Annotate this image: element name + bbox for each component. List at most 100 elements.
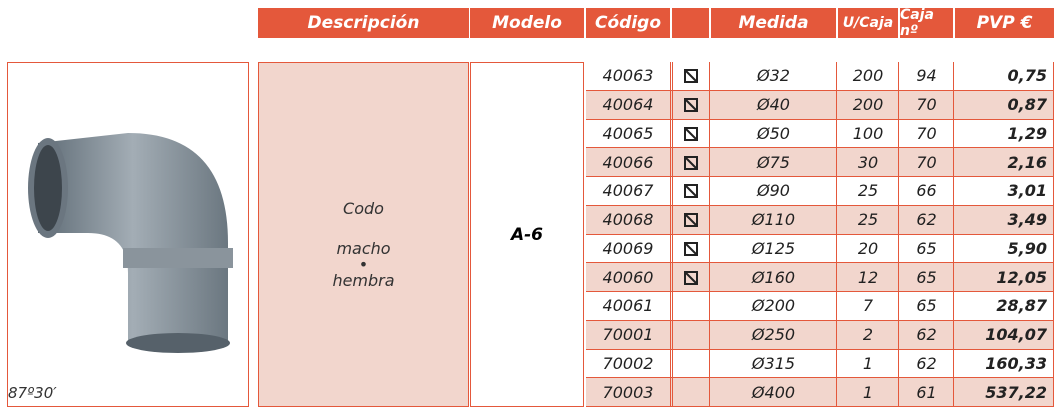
icon-cell (672, 378, 710, 407)
table-cell: 40060 (586, 263, 671, 292)
icon-cell (672, 205, 710, 235)
table-cell: 40068 (586, 205, 671, 235)
icon-cell (672, 148, 710, 177)
table-cell: 3,01 (955, 177, 1054, 206)
row-bg (586, 234, 1054, 264)
caption: 87º30′ (8, 384, 57, 402)
description-line: macho (336, 238, 391, 258)
table-cell: 40065 (586, 119, 671, 149)
description-line: • (358, 254, 369, 274)
header-cell: U/Caja (838, 8, 898, 38)
image-box: 87º30′ (7, 62, 249, 407)
icon (684, 270, 698, 285)
icon-cell (672, 349, 710, 379)
icon-cell (672, 320, 710, 350)
table-cell: 7 (838, 292, 899, 321)
table-cell: Ø200 (711, 292, 837, 321)
table-cell: 25 (838, 205, 899, 235)
table-cell: Ø32 (711, 62, 837, 91)
table-cell: 200 (838, 90, 899, 120)
header-cell: Código (586, 8, 670, 38)
header-cell: PVP € (955, 8, 1054, 38)
row-bg (586, 378, 1054, 407)
row-bg (586, 177, 1054, 206)
row-bg (586, 292, 1054, 321)
table-cell: 104,07 (955, 320, 1054, 350)
table-cell: 65 (900, 292, 954, 321)
table-cell: 0,75 (955, 62, 1054, 91)
table-cell: 200 (838, 62, 899, 91)
table-cell: 12 (838, 263, 899, 292)
table-cell: 70 (900, 148, 954, 177)
table-cell: 61 (900, 378, 954, 407)
table-cell: 40061 (586, 292, 671, 321)
table-cell: 40064 (586, 90, 671, 120)
table-cell: Ø110 (711, 205, 837, 235)
icon-cell (672, 90, 710, 120)
table-cell: 94 (900, 62, 954, 91)
icon-cell (672, 234, 710, 264)
icon (684, 155, 698, 170)
table-cell: 70 (900, 119, 954, 149)
table-cell: 62 (900, 320, 954, 350)
icon-cell (672, 119, 710, 149)
model: A-6 (470, 62, 584, 407)
row-bg (586, 349, 1054, 379)
table-cell: 65 (900, 234, 954, 264)
icon-cell (672, 263, 710, 292)
icon (684, 241, 698, 256)
header-cell: Medida (711, 8, 836, 38)
table-cell: Ø125 (711, 234, 837, 264)
table-cell: 40063 (586, 62, 671, 91)
table-cell: 25 (838, 177, 899, 206)
table-cell: 40067 (586, 177, 671, 206)
table-cell: 1,29 (955, 119, 1054, 149)
table-cell: 40069 (586, 234, 671, 264)
table-cell: Ø75 (711, 148, 837, 177)
table-cell: Ø315 (711, 349, 837, 379)
table-cell: 66 (900, 177, 954, 206)
table-cell: 5,90 (955, 234, 1054, 264)
icon (684, 184, 698, 199)
table-cell: 1 (838, 349, 899, 379)
description-line: Codo (343, 198, 384, 218)
header-cell: Caja nº (900, 7, 953, 39)
table-cell: 2,16 (955, 148, 1054, 177)
row-bg (586, 119, 1054, 149)
icon-cell (672, 62, 710, 91)
table-cell: 70002 (586, 349, 671, 379)
description: Codo macho • hembra (258, 62, 469, 407)
table-cell: 28,87 (955, 292, 1054, 321)
row-bg (586, 205, 1054, 235)
table-cell: 65 (900, 263, 954, 292)
table-cell: 40066 (586, 148, 671, 177)
table-cell: Ø160 (711, 263, 837, 292)
table-cell: 30 (838, 148, 899, 177)
table-cell: Ø250 (711, 320, 837, 350)
table-cell: Ø50 (711, 119, 837, 149)
icon (684, 213, 698, 228)
table-cell: Ø90 (711, 177, 837, 206)
table-cell: 100 (838, 119, 899, 149)
header-cell: Modelo (470, 8, 584, 38)
description-line: hembra (332, 270, 395, 290)
table-cell: 62 (900, 349, 954, 379)
table-cell: 1 (838, 378, 899, 407)
table-cell: 12,05 (955, 263, 1054, 292)
table-cell: 20 (838, 234, 899, 264)
icon-cell (672, 292, 710, 321)
table-cell: 62 (900, 205, 954, 235)
table-cell: 2 (838, 320, 899, 350)
table-cell: 3,49 (955, 205, 1054, 235)
header-cell (672, 8, 709, 38)
table-cell: Ø40 (711, 90, 837, 120)
icon (684, 69, 698, 84)
table-cell: 537,22 (955, 378, 1054, 407)
table-cell: 70003 (586, 378, 671, 407)
table-cell: 70 (900, 90, 954, 120)
table-cell: Ø400 (711, 378, 837, 407)
icon-cell (672, 177, 710, 206)
header-cell: Descripción (258, 8, 469, 38)
icon (684, 126, 698, 141)
